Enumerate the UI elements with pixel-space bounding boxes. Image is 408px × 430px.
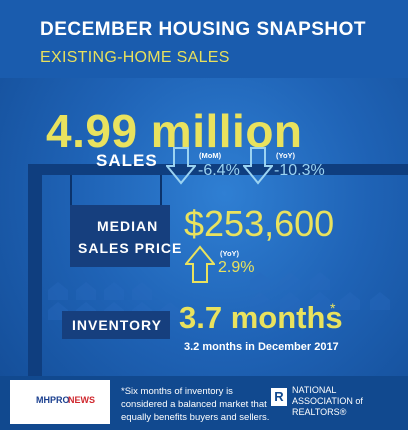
logo-bottom-text: NEWS (68, 395, 95, 405)
nar-line1: NATIONAL (292, 385, 337, 395)
nar-wordmark: NATIONAL ASSOCIATION of REALTORS® (292, 385, 363, 418)
median-label-line1: MEDIAN (97, 218, 159, 234)
sign-chain-left (70, 175, 72, 205)
page-title: DECEMBER HOUSING SNAPSHOT (40, 19, 367, 40)
mom-tag: (MoM) (199, 151, 222, 160)
mhpronews-logo: MHPRO NEWS (10, 380, 110, 424)
footnote: *Six months of inventory is considered a… (121, 386, 270, 423)
median-label-panel (70, 205, 170, 267)
yoy-tag-median: (YoY) (220, 249, 240, 258)
yoy-change-median: 2.9% (218, 259, 255, 276)
sign-chain-right (160, 175, 162, 205)
sales-label: SALES (96, 151, 158, 170)
median-label-line2: SALES PRICE (78, 240, 183, 256)
logo-top-text: MHPRO (36, 395, 70, 405)
nar-mark-letter: R (274, 389, 284, 404)
inventory-note: 3.2 months in December 2017 (184, 341, 339, 353)
sign-arm (28, 164, 408, 175)
inventory-label: INVENTORY (72, 317, 162, 333)
header-bar (0, 0, 408, 78)
median-price-value: $253,600 (184, 203, 335, 244)
page-subtitle: EXISTING-HOME SALES (40, 49, 230, 66)
arrow-down-icon (243, 147, 273, 185)
arrow-down-icon (166, 147, 196, 185)
arrow-up-icon (185, 245, 215, 283)
inventory-asterisk: * (330, 300, 336, 316)
yoy-tag-sales: (YoY) (276, 151, 296, 160)
nar-line2: ASSOCIATION of (292, 396, 363, 406)
nar-logo-mark: R (271, 388, 287, 406)
yoy-change-sales: -10.3% (274, 162, 325, 179)
sign-post (28, 164, 42, 388)
inventory-label-panel (62, 311, 170, 339)
nar-line3: REALTORS (292, 407, 340, 417)
mom-change: -6.4% (198, 162, 240, 179)
nar-reg-mark: ® (339, 407, 347, 417)
inventory-value: 3.7 months (179, 300, 343, 335)
